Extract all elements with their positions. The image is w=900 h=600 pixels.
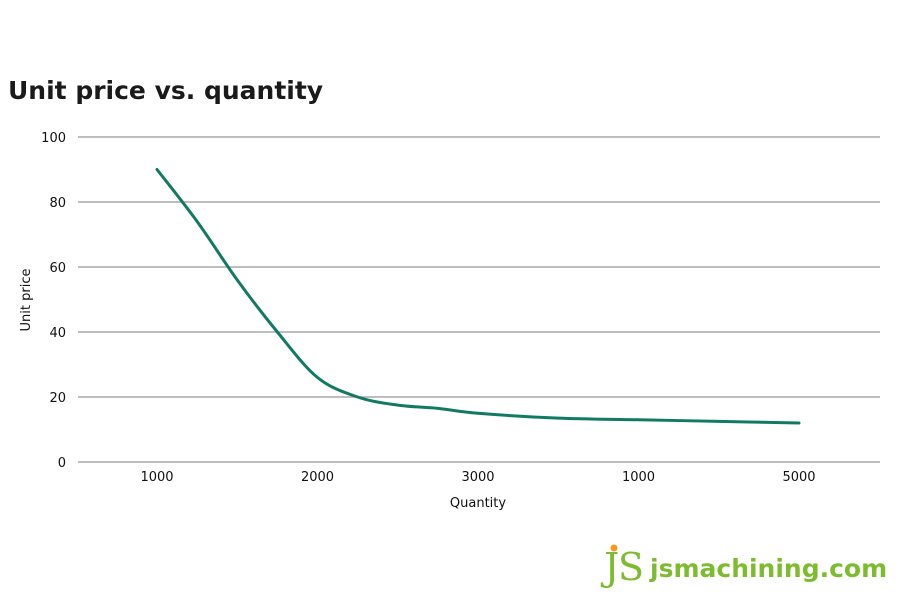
y-tick-label: 40 xyxy=(49,326,66,341)
gridlines xyxy=(78,136,880,463)
y-tick-label: 0 xyxy=(58,456,66,471)
chart-title: Unit price vs. quantity xyxy=(8,76,323,105)
x-tick-label: 2000 xyxy=(301,470,334,485)
logo-mark-s: S xyxy=(618,545,644,589)
x-axis-label: Quantity xyxy=(450,496,506,511)
x-tick-labels: 1000 2000 3000 1000 5000 xyxy=(140,470,815,485)
y-tick-label: 60 xyxy=(49,261,66,276)
x-tick-label: 5000 xyxy=(782,470,815,485)
y-tick-label: 100 xyxy=(41,131,66,146)
x-tick-label: 3000 xyxy=(461,470,494,485)
y-axis-label: Unit price xyxy=(19,269,34,332)
series-line xyxy=(155,168,801,425)
x-tick-label: 1000 xyxy=(140,470,173,485)
logo-mark: J xyxy=(600,545,619,589)
logo-dot xyxy=(610,544,618,552)
y-tick-label: 20 xyxy=(49,391,66,406)
y-tick-labels: 0 20 40 60 80 100 xyxy=(41,131,66,471)
y-tick-label: 80 xyxy=(49,196,66,211)
watermark-text: jsmachining.com xyxy=(649,554,887,583)
x-tick-label: 1000 xyxy=(622,470,655,485)
watermark-logo: J S jsmachining.com xyxy=(600,544,887,589)
